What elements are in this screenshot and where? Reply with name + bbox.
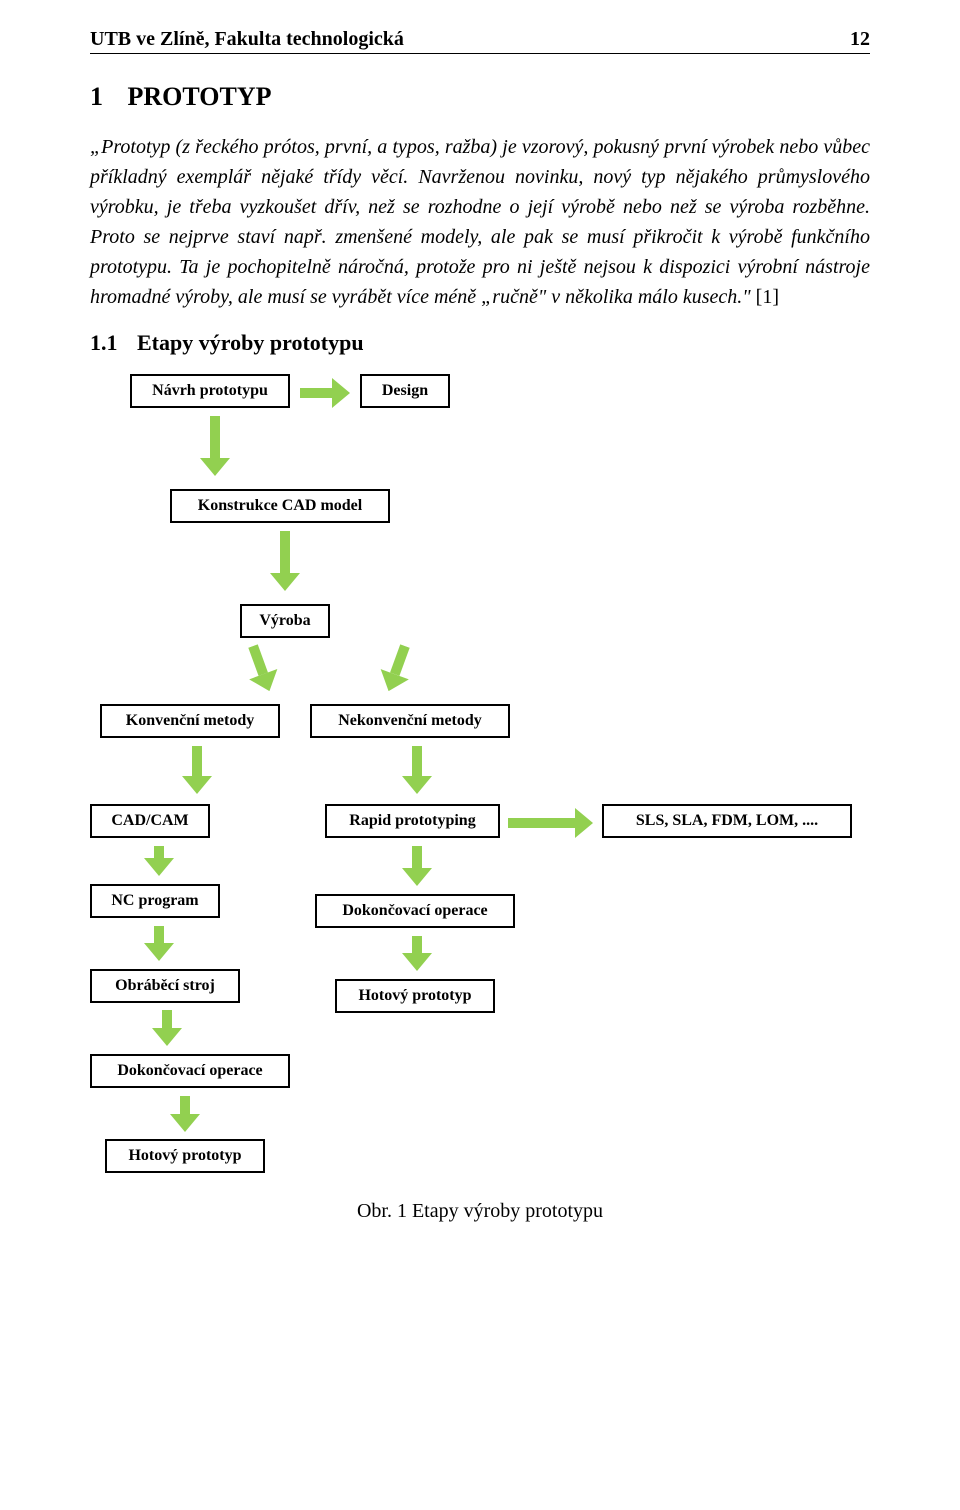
intro-paragraph: „Prototyp (z řeckého prótos, první, a ty… <box>90 132 870 312</box>
flowchart-node-nekonv: Nekonvenční metody <box>310 704 510 738</box>
flowchart-node-cadcam: CAD/CAM <box>90 804 210 838</box>
flowchart-arrow-11 <box>402 936 432 971</box>
flowchart-arrow-3 <box>239 641 284 696</box>
page-number: 12 <box>850 28 870 51</box>
flowchart-node-cad: Konstrukce CAD model <box>170 489 390 523</box>
heading-2-title: Etapy výroby prototypu <box>137 330 364 355</box>
flowchart-arrow-1 <box>200 416 230 476</box>
heading-1: 1 PROTOTYP <box>90 82 870 112</box>
flowchart-node-dokR: Dokončovací operace <box>315 894 515 928</box>
flowchart-arrow-2 <box>270 531 300 591</box>
flowchart-node-navrh: Návrh prototypu <box>130 374 290 408</box>
flowchart-arrow-12 <box>152 1010 182 1046</box>
flowchart-node-nc: NC program <box>90 884 220 918</box>
flowchart-node-rapid: Rapid prototyping <box>325 804 500 838</box>
flowchart-arrow-4 <box>374 641 419 696</box>
flowchart-arrow-9 <box>402 846 432 886</box>
figure-caption: Obr. 1 Etapy výroby prototypu <box>90 1200 870 1223</box>
flowchart-node-obrab: Obráběcí stroj <box>90 969 240 1003</box>
heading-2: 1.1 Etapy výroby prototypu <box>90 330 870 356</box>
flowchart-arrow-0 <box>300 378 350 408</box>
flowchart-node-dokL: Dokončovací operace <box>90 1054 290 1088</box>
flowchart: Návrh prototypu Design Konstrukce CAD mode… <box>90 374 870 1194</box>
flowchart-arrow-7 <box>508 808 593 838</box>
page-header: UTB ve Zlíně, Fakulta technologická 12 <box>90 28 870 54</box>
paragraph-text: „Prototyp (z řeckého prótos, první, a ty… <box>90 136 870 308</box>
flowchart-node-sls: SLS, SLA, FDM, LOM, .... <box>602 804 852 838</box>
flowchart-arrow-13 <box>170 1096 200 1132</box>
flowchart-arrow-8 <box>144 846 174 876</box>
flowchart-arrow-6 <box>402 746 432 794</box>
flowchart-arrow-5 <box>182 746 212 794</box>
heading-1-title: PROTOTYP <box>128 82 272 111</box>
flowchart-node-hotL: Hotový prototyp <box>105 1139 265 1173</box>
flowchart-node-design: Design <box>360 374 450 408</box>
flowchart-node-vyroba: Výroba <box>240 604 330 638</box>
heading-1-number: 1 <box>90 82 103 112</box>
heading-2-number: 1.1 <box>90 330 118 356</box>
flowchart-node-konv: Konvenční metody <box>100 704 280 738</box>
citation: [1] <box>756 286 779 308</box>
flowchart-arrow-10 <box>144 926 174 961</box>
flowchart-node-hotR: Hotový prototyp <box>335 979 495 1013</box>
header-institution: UTB ve Zlíně, Fakulta technologická <box>90 28 404 51</box>
